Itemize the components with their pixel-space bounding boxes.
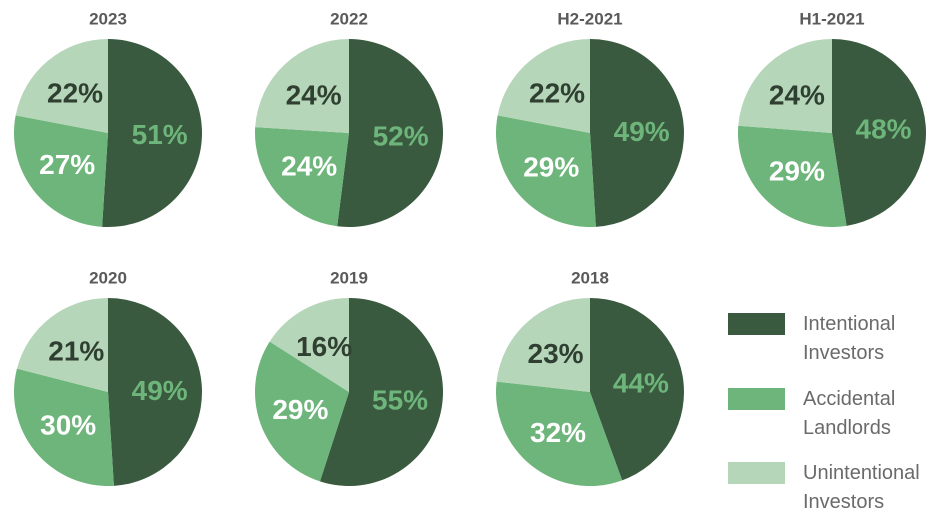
- pie-slice: [337, 39, 443, 227]
- data-label: 49%: [132, 375, 188, 406]
- data-label: 24%: [286, 80, 342, 111]
- chart-title: 2018: [571, 268, 609, 287]
- data-label: 27%: [39, 149, 95, 180]
- pie-slice: [496, 298, 590, 392]
- pie-slice: [269, 298, 349, 392]
- pie-slice: [590, 39, 684, 227]
- pie-slice: [13, 115, 109, 227]
- data-label: 24%: [769, 79, 825, 110]
- legend-label: Intentional Investors: [803, 313, 896, 364]
- chart-title: 2019: [330, 268, 368, 287]
- chart-title: 2023: [89, 9, 127, 28]
- legend-swatch: [728, 388, 785, 410]
- pie-slice: [497, 39, 590, 133]
- data-label: 48%: [856, 113, 912, 144]
- pie-slice: [13, 368, 114, 486]
- pie-slice: [255, 341, 349, 482]
- chart-title: H2-2021: [557, 9, 622, 28]
- chart-title: 2020: [89, 268, 127, 287]
- data-label: 24%: [281, 150, 337, 181]
- legend-swatch: [728, 462, 785, 484]
- data-label: 29%: [523, 152, 579, 183]
- pie-slice: [108, 298, 202, 486]
- pie-slice: [254, 127, 349, 227]
- pie-slice: [15, 39, 108, 133]
- pie-slice: [738, 39, 832, 133]
- data-label: 23%: [528, 338, 584, 369]
- data-label: 30%: [40, 409, 96, 440]
- data-label: 55%: [372, 384, 428, 415]
- chart-title: H1-2021: [799, 9, 864, 28]
- pie-slice: [319, 298, 443, 487]
- pie-slice: [16, 298, 108, 392]
- pie-slice: [495, 381, 623, 486]
- pie-slice: [102, 39, 203, 228]
- data-label: 22%: [47, 78, 103, 109]
- legend-swatch: [728, 313, 785, 335]
- data-label: 16%: [296, 331, 352, 362]
- legend-label: Unintentional Investors: [803, 462, 920, 513]
- pie-slice: [832, 39, 926, 226]
- data-label: 29%: [272, 394, 328, 425]
- data-label: 52%: [373, 121, 429, 152]
- pie-slice: [255, 39, 349, 133]
- data-label: 21%: [48, 336, 104, 367]
- data-label: 32%: [530, 417, 586, 448]
- data-label: 49%: [614, 116, 670, 147]
- legend-label: Accidental Landlords: [803, 388, 896, 439]
- data-label: 51%: [132, 119, 188, 150]
- pie-slice: [496, 115, 596, 227]
- data-label: 44%: [613, 367, 669, 398]
- data-label: 29%: [769, 155, 825, 186]
- pie-slice: [590, 298, 684, 481]
- data-label: 22%: [529, 78, 585, 109]
- chart-title: 2022: [330, 9, 368, 28]
- pie-slice: [738, 125, 847, 227]
